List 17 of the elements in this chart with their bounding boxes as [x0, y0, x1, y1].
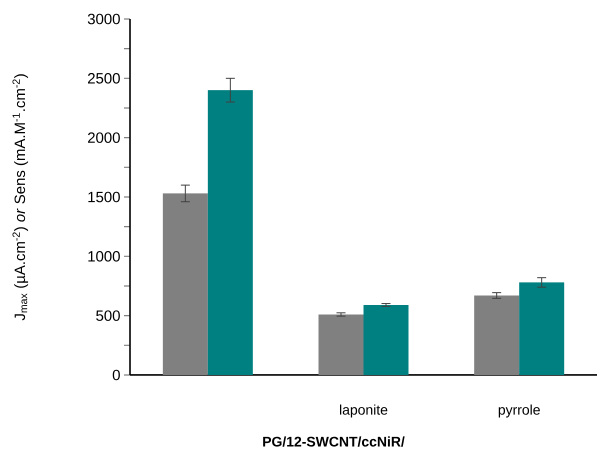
y-tick-label: 2000: [88, 132, 120, 143]
x-tick-label: laponite: [340, 404, 388, 418]
bar: [318, 314, 364, 375]
y-tick-label: 1500: [88, 192, 120, 202]
x-axis-title: PG/12-SWCNT/ccNiR/: [263, 436, 405, 447]
bar: [208, 90, 253, 375]
bar: [162, 193, 208, 375]
text: J$_{max}$ (µA.cm$^{-2}$) or Sens (mA.M$^{-1}$.cm$^{-2}$): [12, 74, 28, 320]
bar: [474, 295, 520, 375]
y-tick-label: 0: [112, 370, 120, 380]
x-tick-label: pyrrole: [498, 404, 540, 418]
y-tick-label: 1000: [88, 251, 120, 262]
bar: [364, 304, 409, 375]
y-tick-label: 2500: [88, 73, 120, 84]
y-tick-label: 3000: [88, 14, 120, 24]
bar: [519, 282, 564, 375]
y-tick-label: 500: [96, 310, 120, 321]
